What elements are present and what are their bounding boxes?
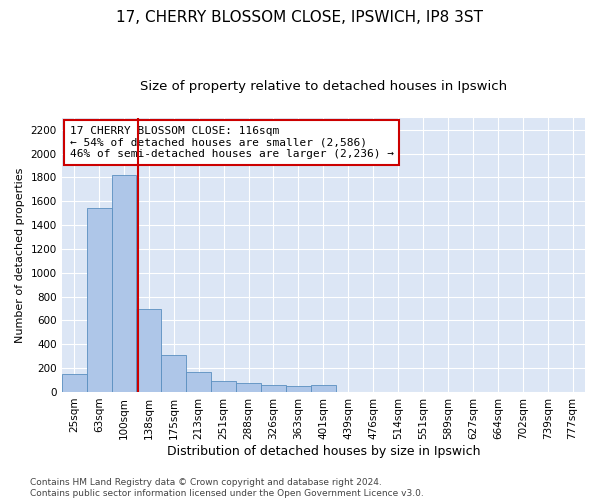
- X-axis label: Distribution of detached houses by size in Ipswich: Distribution of detached houses by size …: [167, 444, 480, 458]
- Bar: [311, 386, 336, 392]
- Bar: [62, 374, 86, 392]
- Y-axis label: Number of detached properties: Number of detached properties: [15, 167, 25, 342]
- Text: Contains HM Land Registry data © Crown copyright and database right 2024.
Contai: Contains HM Land Registry data © Crown c…: [30, 478, 424, 498]
- Text: 17 CHERRY BLOSSOM CLOSE: 116sqm
← 54% of detached houses are smaller (2,586)
46%: 17 CHERRY BLOSSOM CLOSE: 116sqm ← 54% of…: [70, 126, 394, 159]
- Bar: [286, 386, 311, 392]
- Bar: [86, 208, 112, 392]
- Bar: [236, 383, 261, 392]
- Bar: [211, 380, 236, 392]
- Bar: [161, 355, 186, 392]
- Title: Size of property relative to detached houses in Ipswich: Size of property relative to detached ho…: [140, 80, 507, 93]
- Bar: [112, 175, 136, 392]
- Bar: [136, 308, 161, 392]
- Text: 17, CHERRY BLOSSOM CLOSE, IPSWICH, IP8 3ST: 17, CHERRY BLOSSOM CLOSE, IPSWICH, IP8 3…: [116, 10, 484, 25]
- Bar: [186, 372, 211, 392]
- Bar: [261, 386, 286, 392]
